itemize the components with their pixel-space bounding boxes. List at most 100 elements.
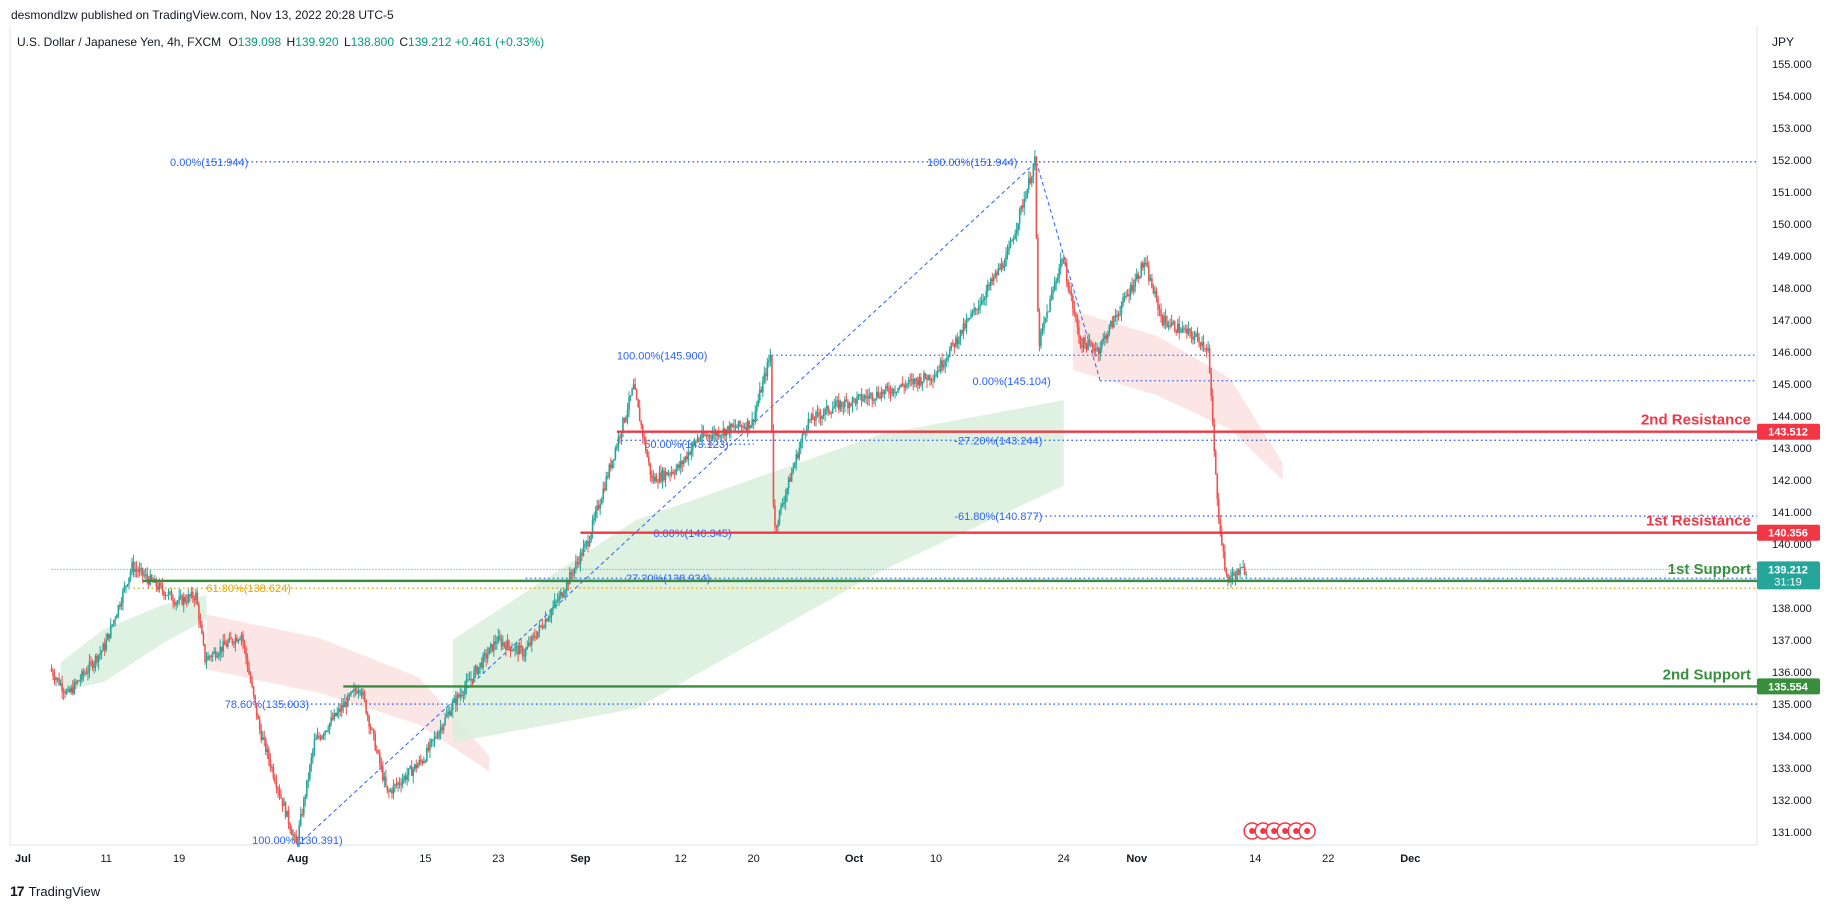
candle-body [637,399,639,408]
candle-body [947,357,950,360]
candle [882,388,884,398]
candle [138,561,141,577]
candle-body [1132,286,1135,292]
candle-body [1081,344,1083,348]
candle [956,332,959,349]
candle-body [208,655,211,657]
candle [1075,311,1077,323]
candle [1160,303,1162,323]
candle-body [196,592,199,605]
candle-body [292,834,294,836]
level-name-resistance: 1st Resistance [1646,513,1751,530]
candle-body [1178,323,1181,333]
candle [885,383,887,395]
price-tick-label: 148.000 [1772,283,1812,295]
candle-body [1119,313,1121,316]
candle-body [1097,347,1100,354]
candle-body [599,504,601,509]
candle [1176,318,1179,334]
tradingview-logo-icon: 17 [10,883,25,899]
candle [67,685,69,693]
candle [877,386,880,399]
candle-body [261,737,264,740]
candle [540,624,542,628]
candle [895,391,898,396]
candle-body [503,642,506,646]
candle [610,457,612,472]
candle-body [848,403,851,409]
candle [819,408,822,426]
candle [736,424,738,429]
candle [1000,257,1003,273]
candle [658,466,661,484]
candle [920,373,922,388]
candle-body [1069,289,1071,292]
candle-body [236,637,238,642]
candle-body [1217,499,1220,520]
candle [125,585,127,594]
candle-body [483,653,486,655]
candle-body [400,784,402,786]
candle-body [717,431,720,437]
candle [749,424,752,429]
candle [1193,330,1196,345]
candle-body [555,600,557,602]
candle [486,646,489,664]
candle-body [1225,570,1228,575]
candle-body [488,647,491,655]
candle [856,391,858,411]
candle-body [438,731,440,738]
candle [576,556,579,569]
candle [939,357,942,374]
candle-body [1120,305,1123,314]
candle-body [886,385,889,389]
candle [1053,276,1056,292]
candle [135,561,138,578]
candle-body [608,464,611,478]
candle-body [1110,321,1112,326]
candle [230,631,232,640]
candle-body [1044,317,1047,322]
candle [214,647,217,662]
candle-body [230,637,232,640]
candle [1189,327,1191,339]
candle [579,548,582,572]
tradingview-branding[interactable]: 17 TradingView [10,883,100,899]
candle-body [1082,337,1085,348]
candle [412,766,415,784]
candle-body [1005,254,1007,267]
candle [777,519,779,534]
candle-body [877,391,880,397]
candle-body [692,442,694,449]
candle [526,640,529,650]
candle-body [359,690,361,692]
candle [348,692,351,701]
candle [382,760,384,783]
candle [456,691,459,712]
candle [1027,170,1030,194]
candle [973,302,975,316]
candle [1141,260,1144,271]
candle-body [1096,347,1098,350]
candle-body [1137,274,1140,279]
candle-body [275,782,278,789]
candle [1029,171,1032,185]
candle [1184,324,1187,334]
candle [1111,316,1114,329]
candle-body [111,624,114,626]
candle-body [540,625,542,627]
candle [245,645,247,665]
candle-body [755,405,758,412]
candle [185,594,188,608]
candle-body [673,473,676,475]
candle-body [588,540,591,547]
candle [587,534,589,553]
candle-body [394,784,396,786]
candle [1120,301,1123,322]
candle-body [447,711,449,715]
candle-body [699,438,702,440]
candle [187,589,190,605]
candle [774,499,776,533]
candle [605,471,608,492]
